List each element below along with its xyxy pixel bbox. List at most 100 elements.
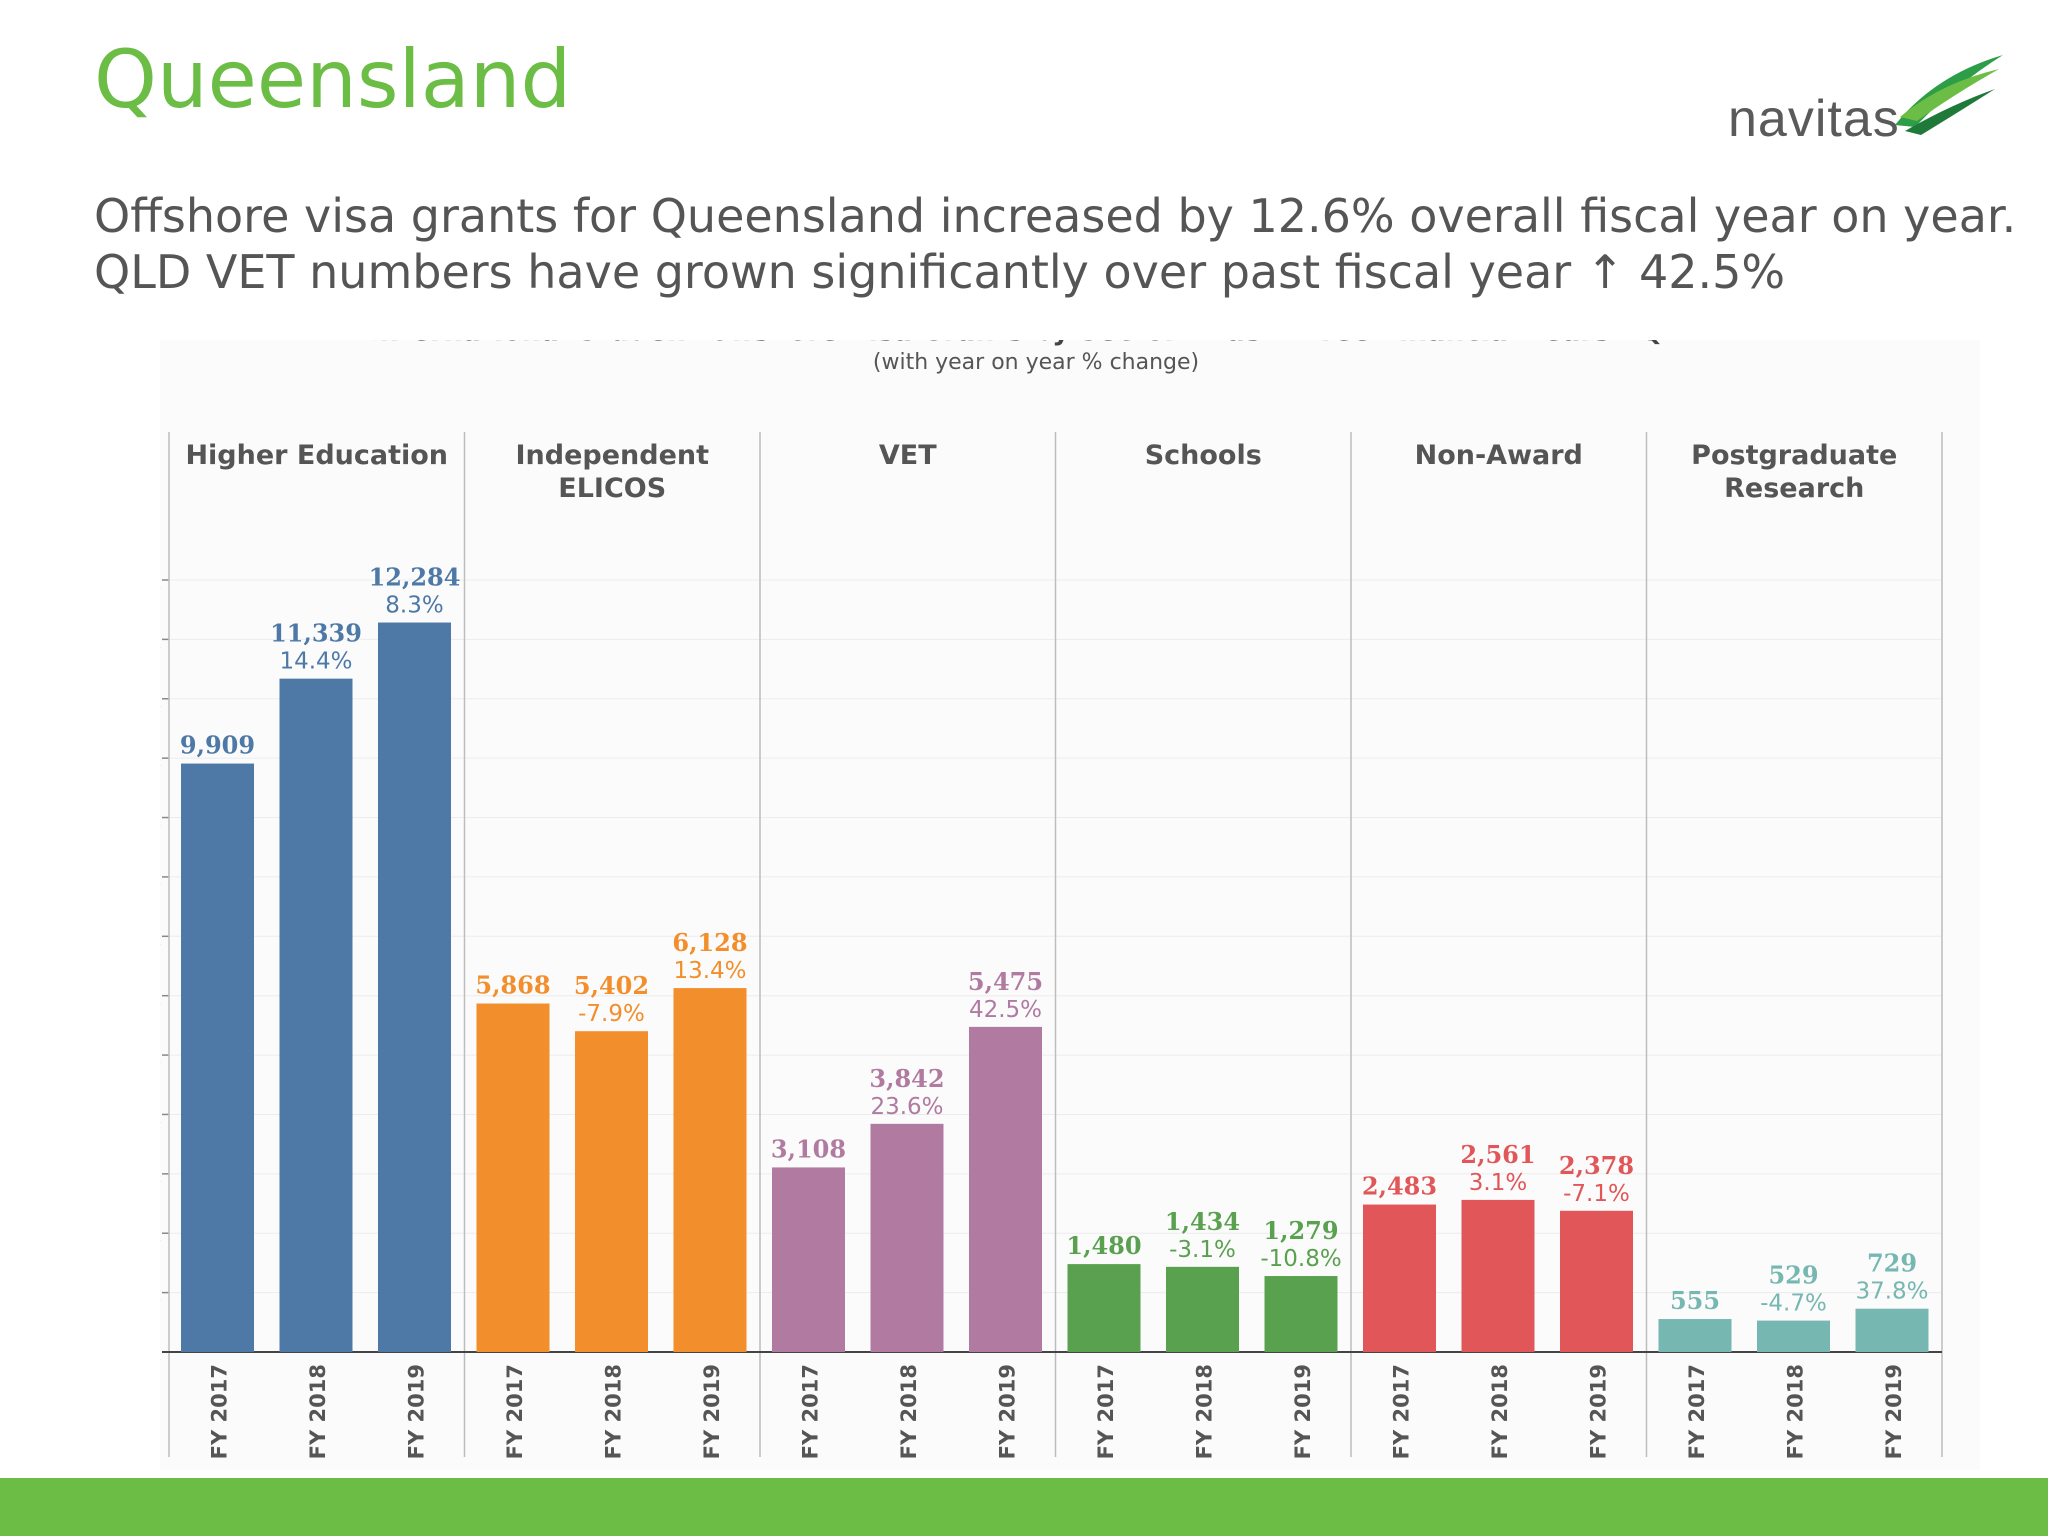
x-tick-label: FY 2018 bbox=[1784, 1364, 1808, 1459]
slide-heading: Queensland bbox=[94, 33, 572, 126]
y-tick-label: 11K bbox=[160, 688, 161, 712]
logo-text: navitas bbox=[1728, 90, 1900, 148]
chart-title: International Student Offshore Visa Gran… bbox=[370, 340, 1703, 347]
pct-change-label: 42.5% bbox=[969, 997, 1042, 1023]
panel-header: Independent bbox=[515, 440, 709, 471]
x-tick-label: FY 2018 bbox=[1193, 1364, 1217, 1459]
bar bbox=[1166, 1266, 1239, 1352]
pct-change-label: 37.8% bbox=[1855, 1279, 1928, 1305]
y-tick-label: 9K bbox=[160, 807, 161, 831]
value-label: 555 bbox=[1670, 1286, 1720, 1315]
swoosh-icon bbox=[1895, 55, 2003, 135]
value-label: 3,108 bbox=[771, 1134, 846, 1163]
value-label: 5,868 bbox=[475, 971, 550, 1000]
x-tick-label: FY 2019 bbox=[405, 1364, 429, 1459]
y-tick-label: 6K bbox=[160, 985, 161, 1009]
x-tick-label: FY 2017 bbox=[503, 1364, 527, 1459]
pct-change-label: 13.4% bbox=[673, 958, 746, 984]
chart-subtitle: (with year on year % change) bbox=[873, 350, 1199, 375]
value-label: 1,434 bbox=[1165, 1207, 1240, 1236]
y-tick-label: 13K bbox=[160, 569, 161, 593]
bar bbox=[673, 988, 747, 1352]
value-label: 529 bbox=[1768, 1261, 1818, 1290]
pct-change-label: -10.8% bbox=[1260, 1246, 1341, 1272]
bar bbox=[969, 1026, 1042, 1352]
bar bbox=[870, 1123, 944, 1352]
panel-header: Postgraduate bbox=[1691, 440, 1897, 471]
value-label: 11,339 bbox=[270, 619, 362, 648]
value-label: 2,561 bbox=[1460, 1140, 1535, 1169]
value-label: 5,475 bbox=[968, 967, 1043, 996]
x-tick-label: FY 2019 bbox=[1587, 1364, 1611, 1459]
y-tick-label: 7K bbox=[160, 925, 161, 949]
pct-change-label: -7.9% bbox=[578, 1001, 645, 1027]
x-tick-label: FY 2018 bbox=[1488, 1364, 1512, 1459]
value-label: 3,842 bbox=[869, 1064, 944, 1093]
y-tick-label: 3K bbox=[160, 1163, 161, 1187]
y-tick-label: 8K bbox=[160, 866, 161, 890]
panel-header: Research bbox=[1724, 473, 1864, 504]
x-tick-label: FY 2017 bbox=[1390, 1364, 1414, 1459]
slide-summary: Offshore visa grants for Queensland incr… bbox=[94, 188, 2016, 300]
summary-line-2: QLD VET numbers have grown significantly… bbox=[94, 245, 1786, 299]
value-label: 2,378 bbox=[1559, 1151, 1634, 1180]
value-label: 1,480 bbox=[1066, 1231, 1141, 1260]
pct-change-label: -4.7% bbox=[1760, 1291, 1827, 1317]
value-label: 1,279 bbox=[1263, 1216, 1338, 1245]
bar bbox=[1461, 1199, 1535, 1352]
value-label: 12,284 bbox=[369, 563, 461, 592]
chart-container: International Student Offshore Visa Gran… bbox=[160, 340, 1980, 1470]
bar bbox=[1067, 1264, 1141, 1352]
y-tick-label: 5K bbox=[160, 1044, 161, 1068]
x-tick-label: FY 2019 bbox=[700, 1364, 724, 1459]
bar bbox=[1855, 1308, 1929, 1352]
x-tick-label: FY 2017 bbox=[1685, 1364, 1709, 1459]
bar bbox=[1560, 1210, 1633, 1352]
pct-change-label: -7.1% bbox=[1563, 1181, 1630, 1207]
bar bbox=[772, 1167, 845, 1352]
panel-header: VET bbox=[879, 440, 937, 471]
x-tick-label: FY 2018 bbox=[602, 1364, 626, 1459]
pct-change-label: 8.3% bbox=[385, 593, 443, 619]
pct-change-label: -3.1% bbox=[1169, 1237, 1236, 1263]
pct-change-label: 23.6% bbox=[870, 1094, 943, 1120]
footer-bar bbox=[0, 1478, 2048, 1536]
bar bbox=[1264, 1276, 1338, 1352]
panel-header: ELICOS bbox=[558, 473, 666, 504]
bar bbox=[181, 763, 254, 1352]
x-tick-label: FY 2018 bbox=[897, 1364, 921, 1459]
x-tick-label: FY 2018 bbox=[306, 1364, 330, 1459]
bar bbox=[476, 1003, 550, 1352]
pct-change-label: 3.1% bbox=[1469, 1170, 1527, 1196]
x-tick-label: FY 2017 bbox=[1094, 1364, 1118, 1459]
y-tick-label: 4K bbox=[160, 1103, 161, 1127]
x-tick-label: FY 2019 bbox=[1882, 1364, 1906, 1459]
bar bbox=[1757, 1320, 1830, 1352]
panel-header: Higher Education bbox=[185, 440, 448, 471]
y-tick-label: 10K bbox=[160, 747, 161, 771]
value-label: 2,483 bbox=[1362, 1172, 1437, 1201]
navitas-logo: navitas bbox=[1720, 55, 2010, 155]
value-label: 729 bbox=[1867, 1249, 1917, 1278]
x-tick-label: FY 2019 bbox=[996, 1364, 1020, 1459]
value-label: 9,909 bbox=[180, 731, 255, 760]
y-tick-label: 1K bbox=[160, 1282, 161, 1306]
x-tick-label: FY 2017 bbox=[799, 1364, 823, 1459]
x-tick-label: FY 2019 bbox=[1291, 1364, 1315, 1459]
panel-header: Non-Award bbox=[1415, 440, 1583, 471]
bar bbox=[378, 622, 451, 1352]
bar bbox=[279, 678, 353, 1352]
bar bbox=[575, 1031, 648, 1352]
y-tick-label: 2K bbox=[160, 1222, 161, 1246]
summary-line-1: Offshore visa grants for Queensland incr… bbox=[94, 189, 2017, 243]
bar bbox=[1658, 1319, 1732, 1352]
panel-header: Schools bbox=[1145, 440, 1262, 471]
y-tick-label: 12K bbox=[160, 628, 161, 652]
visa-grants-chart: International Student Offshore Visa Gran… bbox=[160, 340, 1943, 1459]
value-label: 6,128 bbox=[672, 928, 747, 957]
pct-change-label: 14.4% bbox=[279, 649, 352, 675]
bar bbox=[1363, 1204, 1436, 1352]
y-tick-label: 0K bbox=[160, 1341, 161, 1365]
value-label: 5,402 bbox=[574, 971, 649, 1000]
x-tick-label: FY 2017 bbox=[208, 1364, 232, 1459]
